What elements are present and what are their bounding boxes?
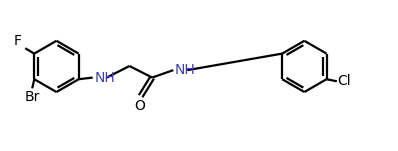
Text: O: O: [135, 100, 145, 113]
Text: NH: NH: [175, 63, 196, 77]
Text: NH: NH: [94, 71, 115, 85]
Text: Cl: Cl: [337, 74, 351, 88]
Text: F: F: [14, 34, 22, 48]
Text: Br: Br: [25, 90, 40, 104]
